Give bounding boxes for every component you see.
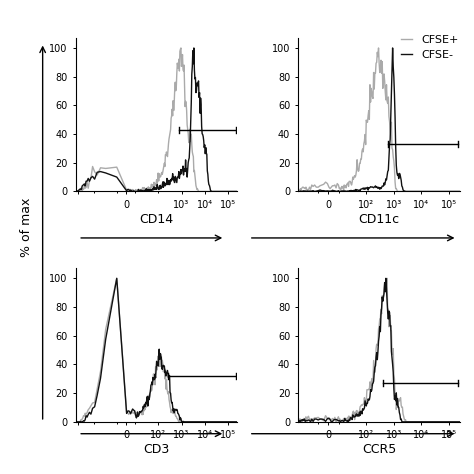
- X-axis label: CD3: CD3: [143, 443, 170, 456]
- Text: % of max: % of max: [19, 198, 33, 257]
- X-axis label: CCR5: CCR5: [362, 443, 396, 456]
- X-axis label: CD14: CD14: [139, 213, 173, 226]
- X-axis label: CD11c: CD11c: [358, 213, 400, 226]
- Legend: CFSE+, CFSE-: CFSE+, CFSE-: [397, 30, 463, 64]
